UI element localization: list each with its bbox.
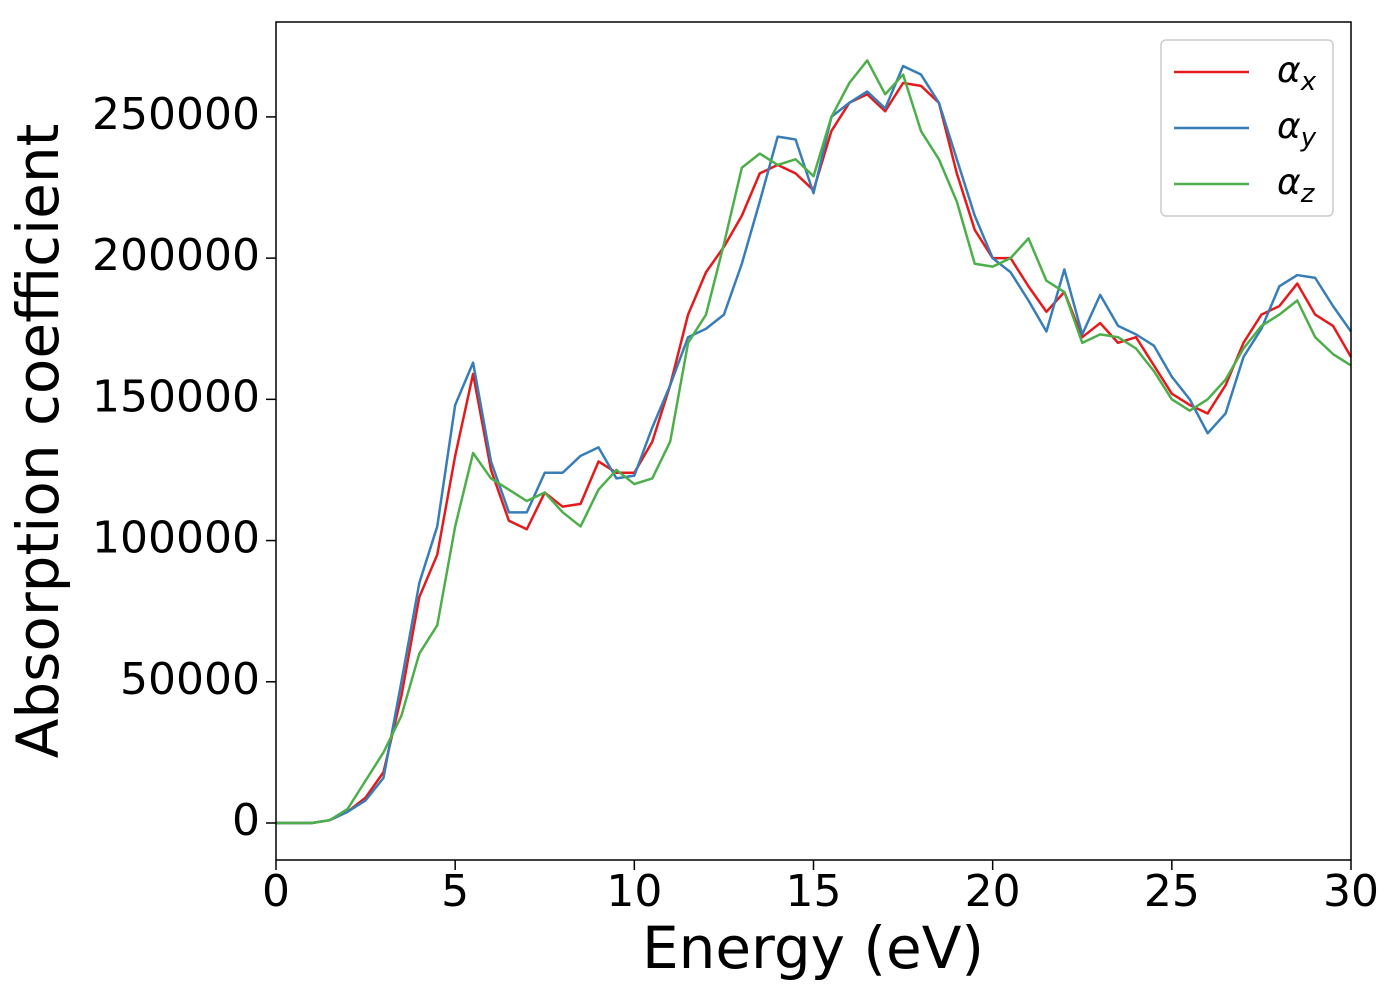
y-tick-label: 150000 [92, 371, 260, 422]
legend-label: αy [1277, 106, 1317, 153]
y-tick-label: 100000 [92, 513, 260, 564]
series-line [276, 64, 1353, 825]
x-tick-label: 30 [1323, 866, 1379, 917]
y-tick-label: 50000 [120, 654, 260, 705]
plot-frame [275, 21, 1352, 861]
x-tick-label: 25 [1144, 866, 1200, 917]
y-tick-label: 0 [232, 795, 260, 846]
legend-label: αz [1277, 162, 1316, 209]
series-line [276, 59, 1352, 825]
x-tick-label: 0 [262, 866, 290, 917]
x-tick-label: 10 [606, 866, 662, 917]
legend-label: αx [1277, 50, 1317, 97]
y-tick-label: 250000 [92, 89, 260, 140]
y-axis-label: Absorption coefficient [4, 124, 72, 759]
x-axis-label: Energy (eV) [642, 914, 984, 982]
y-tick-label: 200000 [92, 230, 260, 281]
x-tick-label: 20 [965, 866, 1021, 917]
x-tick-label: 5 [441, 866, 469, 917]
x-tick-label: 15 [786, 866, 842, 917]
